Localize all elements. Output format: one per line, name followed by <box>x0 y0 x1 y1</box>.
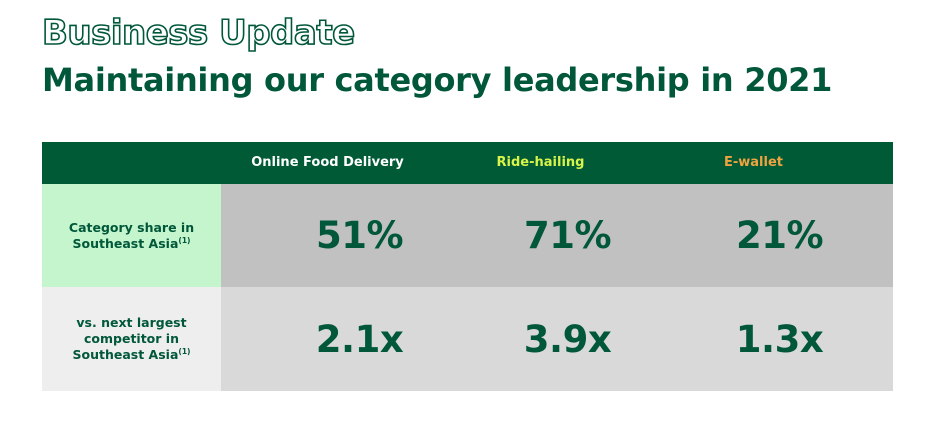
value-e-wallet-multiple: 1.3x <box>735 317 824 361</box>
row-label-category-share: Category share in Southeast Asia <box>68 219 195 251</box>
column-header-ride-hailing: Ride-hailing <box>496 155 585 170</box>
page-subtitle: Maintaining our category leadership in 2… <box>42 61 833 99</box>
value-ride-hailing-multiple: 3.9x <box>523 317 612 361</box>
leadership-table: Online Food Delivery Ride-hailing E-wall… <box>42 142 893 391</box>
table-header-row: Online Food Delivery Ride-hailing E-wall… <box>42 142 893 184</box>
column-header-e-wallet: E-wallet <box>723 155 783 170</box>
row-label-vs-competitor: vs. next largest competitor in Southeast… <box>72 315 187 362</box>
footnote-marker: (1) <box>178 235 191 245</box>
row-label-cell: vs. next largest competitor in Southeast… <box>42 287 221 391</box>
value-online-food-delivery-multiple: 2.1x <box>315 317 404 361</box>
page-title: Business Update <box>41 12 356 54</box>
value-e-wallet-share: 21% <box>735 214 824 257</box>
value-online-food-delivery-share: 51% <box>315 214 404 257</box>
column-header-online-food-delivery: Online Food Delivery <box>251 155 404 170</box>
row-label-cell: Category share in Southeast Asia(1) <box>42 184 221 287</box>
table-row-vs-competitor: vs. next largest competitor in Southeast… <box>42 287 893 391</box>
value-ride-hailing-share: 71% <box>523 214 612 257</box>
footnote-marker: (1) <box>178 347 191 356</box>
table-row-category-share: Category share in Southeast Asia(1) 51% … <box>42 184 893 287</box>
